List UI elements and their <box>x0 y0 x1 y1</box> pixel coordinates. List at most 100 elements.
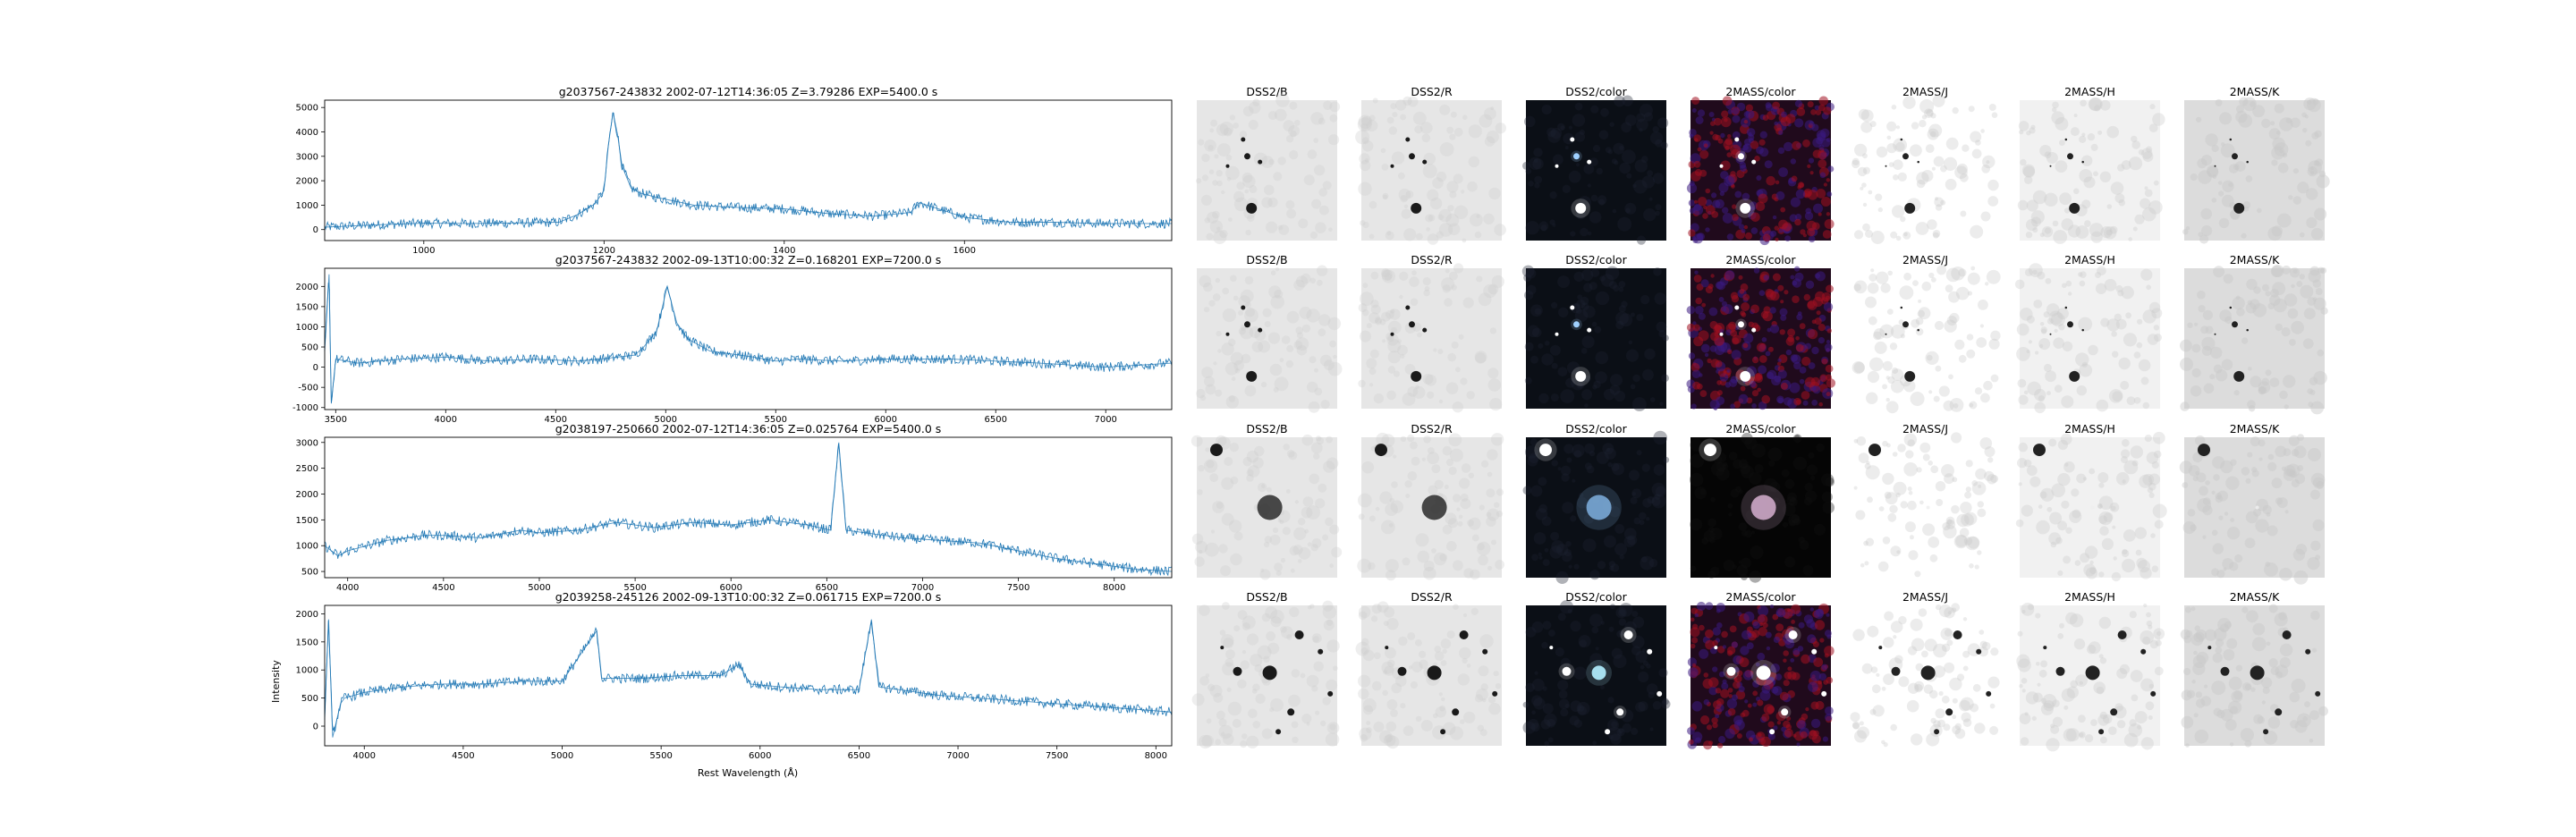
texture-blob <box>1403 204 1409 208</box>
texture-blob <box>1542 703 1554 714</box>
texture-blob <box>1393 370 1400 377</box>
texture-blob <box>2205 480 2210 486</box>
texture-blob <box>1775 607 1786 618</box>
texture-blob <box>1533 532 1546 545</box>
texture-blob <box>2144 435 2152 443</box>
texture-blob <box>2320 267 2327 274</box>
texture-blob <box>2253 714 2264 724</box>
texture-blob <box>1322 534 1329 541</box>
star-source <box>1868 444 1881 457</box>
texture-blob <box>1951 266 1965 281</box>
texture-blob <box>1723 559 1735 571</box>
texture-blob <box>1476 275 1483 283</box>
texture-blob <box>1911 122 1919 130</box>
texture-blob <box>2261 677 2273 689</box>
texture-blob <box>2275 671 2284 679</box>
texture-blob <box>2284 510 2289 514</box>
texture-blob <box>1733 681 1741 689</box>
texture-blob <box>1264 536 1273 544</box>
texture-blob <box>1204 140 1216 152</box>
texture-blob <box>1821 473 1835 486</box>
star-source <box>2110 708 2118 716</box>
texture-blob <box>1615 606 1627 619</box>
texture-blob <box>1750 140 1759 149</box>
texture-blob <box>2081 361 2088 368</box>
texture-blob <box>1609 565 1614 571</box>
texture-blob <box>1595 351 1609 365</box>
texture-blob <box>1607 697 1614 704</box>
texture-blob <box>1690 453 1705 469</box>
texture-blob <box>1868 316 1877 326</box>
texture-blob <box>1596 167 1604 175</box>
texture-blob <box>2056 308 2069 320</box>
texture-blob <box>1522 721 1536 734</box>
texture-blob <box>1324 359 1335 371</box>
cutout-title: 2MASS/H <box>2064 590 2115 604</box>
texture-blob <box>1468 472 1475 478</box>
cutout-background <box>2184 268 2325 409</box>
texture-blob <box>2146 452 2159 464</box>
texture-blob <box>2097 503 2103 510</box>
texture-blob <box>2242 97 2257 112</box>
texture-blob <box>1945 137 1959 150</box>
texture-blob <box>1438 208 1452 223</box>
texture-blob <box>1403 228 1417 241</box>
texture-blob <box>1555 544 1569 556</box>
texture-blob <box>1784 141 1793 152</box>
texture-blob <box>1639 512 1647 520</box>
texture-blob <box>1758 139 1766 146</box>
texture-blob <box>2098 616 2111 630</box>
texture-blob <box>1965 536 1979 551</box>
texture-blob <box>1598 130 1609 140</box>
texture-blob <box>1610 733 1622 745</box>
texture-blob <box>1385 231 1394 241</box>
texture-blob <box>2211 490 2216 495</box>
texture-blob <box>2194 322 2199 326</box>
texture-blob <box>1727 688 1733 693</box>
texture-blob <box>1858 108 1869 120</box>
cutout-title: 2MASS/color <box>1725 422 1796 435</box>
texture-blob <box>1583 283 1593 292</box>
texture-blob <box>2072 509 2081 519</box>
texture-blob <box>1307 149 1318 159</box>
texture-blob <box>1310 442 1323 454</box>
star-source <box>1986 690 1992 697</box>
texture-blob <box>1758 355 1767 363</box>
texture-blob <box>1733 459 1742 469</box>
texture-blob <box>1387 366 1396 374</box>
texture-blob <box>1940 627 1953 640</box>
texture-blob <box>1804 211 1814 221</box>
texture-blob <box>2214 628 2227 641</box>
texture-blob <box>2063 705 2069 710</box>
texture-blob <box>1860 121 1873 133</box>
texture-blob <box>2078 317 2093 332</box>
star-source <box>2117 630 2127 639</box>
texture-blob <box>2016 654 2030 668</box>
texture-blob <box>1967 291 1972 296</box>
texture-blob <box>1462 613 1468 618</box>
texture-blob <box>1695 737 1701 744</box>
texture-blob <box>2190 633 2204 647</box>
texture-blob <box>1611 158 1617 165</box>
texture-blob <box>1609 385 1621 395</box>
texture-blob <box>1355 641 1370 656</box>
texture-blob <box>1576 701 1590 715</box>
texture-blob <box>1740 165 1747 173</box>
texture-blob <box>1440 638 1452 649</box>
texture-blob <box>1774 121 1778 126</box>
texture-blob <box>1204 376 1215 387</box>
texture-blob <box>1640 156 1648 164</box>
texture-blob <box>1590 268 1600 278</box>
texture-blob <box>1775 180 1780 185</box>
texture-blob <box>1894 655 1903 664</box>
texture-blob <box>1224 658 1234 667</box>
texture-blob <box>1460 498 1471 510</box>
texture-blob <box>1699 390 1707 397</box>
texture-blob <box>1216 123 1229 137</box>
texture-blob <box>1708 112 1715 117</box>
texture-blob <box>2284 293 2298 307</box>
texture-blob <box>2276 213 2292 228</box>
texture-blob <box>1562 502 1574 514</box>
texture-blob <box>1869 121 1877 128</box>
texture-blob <box>1470 213 1483 227</box>
